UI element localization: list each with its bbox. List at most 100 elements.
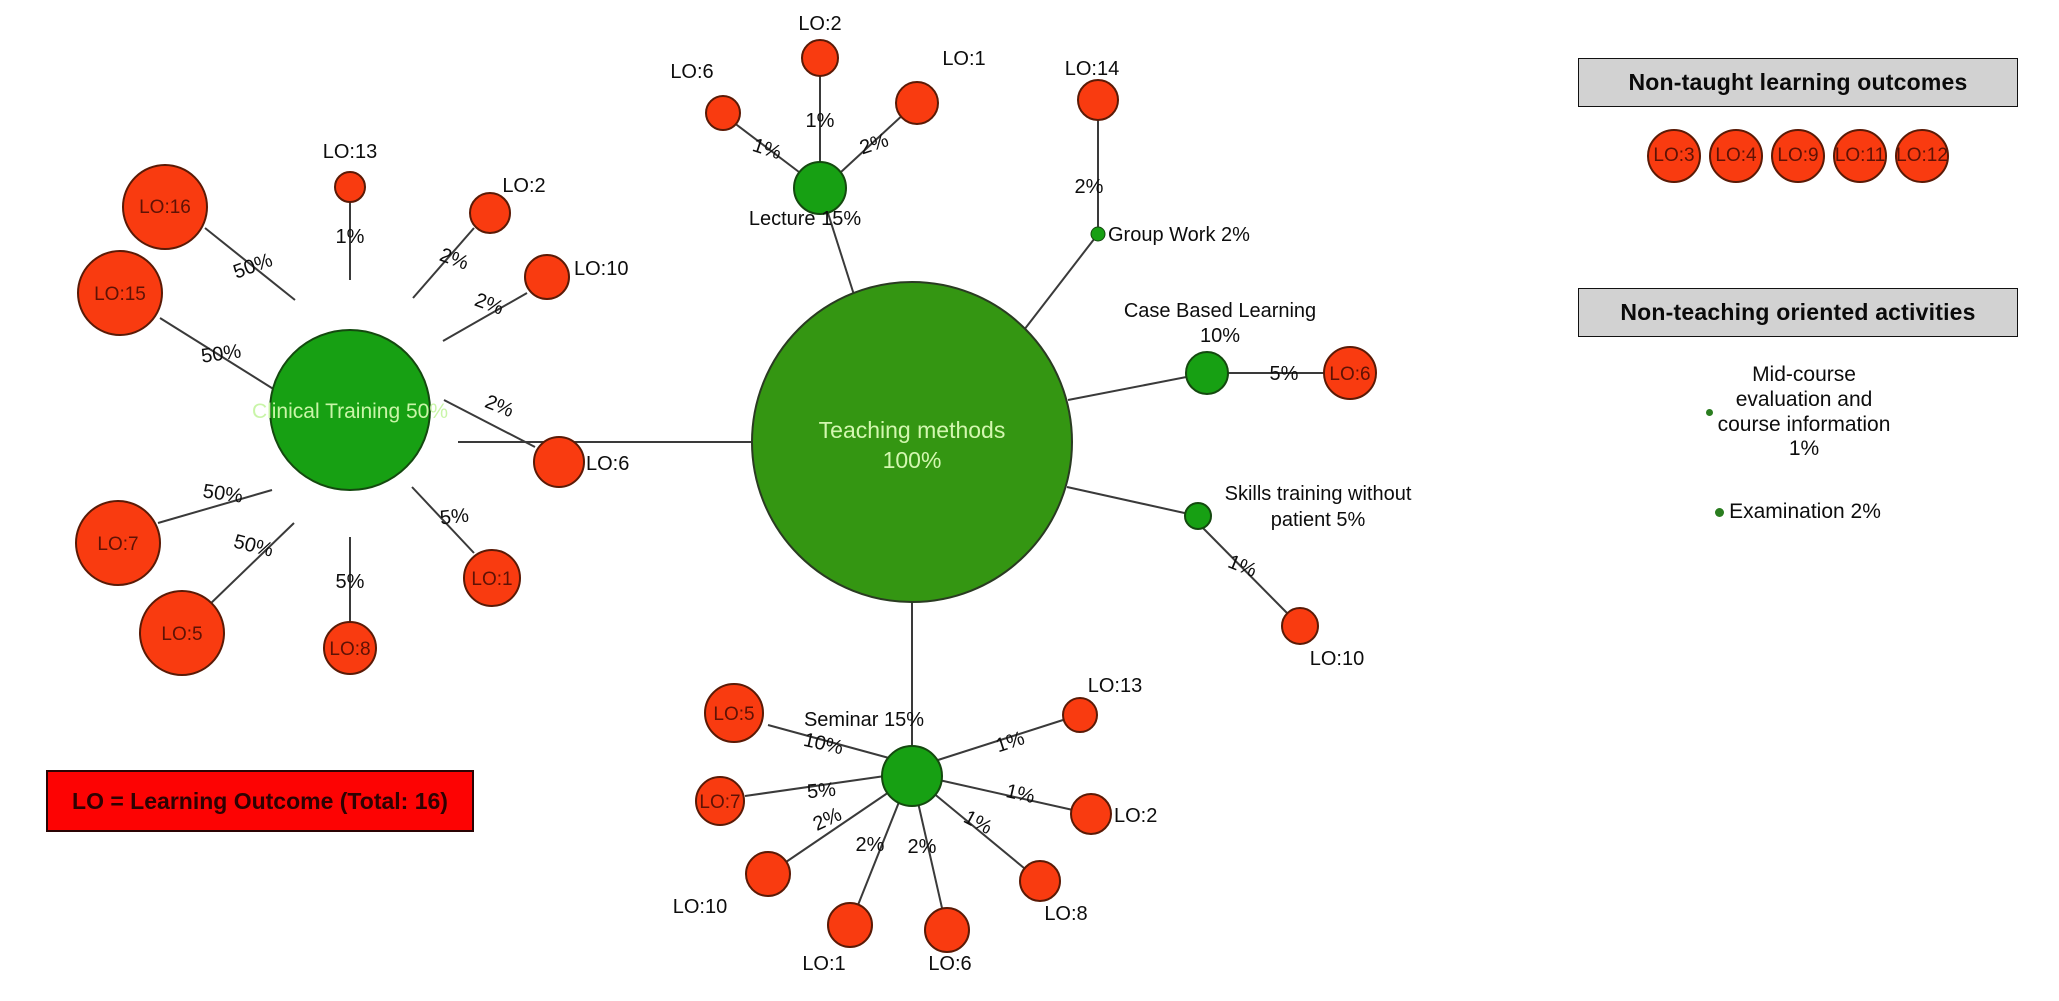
cluster-group-work: LO:14 2% Group Work 2% [1065, 58, 1250, 246]
node-lo5[interactable] [139, 590, 225, 676]
node-lecture-lo6[interactable] [705, 95, 741, 131]
pct-clinical-lo15: 50% [200, 340, 243, 367]
node-lecture-lo2[interactable] [801, 39, 839, 77]
label-case-hub-line1: Case Based Learning [1124, 300, 1316, 322]
node-lo6[interactable] [533, 436, 585, 488]
node-groupwork-hub[interactable] [1090, 226, 1106, 242]
pct-seminar-lo13: 1% [993, 727, 1027, 757]
node-lo10[interactable] [524, 254, 570, 300]
label-seminar-lo10: LO:10 [673, 896, 727, 918]
node-seminar-lo8[interactable] [1019, 860, 1061, 902]
edge-clinical-lo1 [411, 486, 475, 554]
edge-seminar-lo13 [937, 719, 1064, 761]
edge-clinical-lo15 [159, 317, 276, 391]
label-lo7: LO:7 [97, 534, 138, 555]
green-dot-icon [1705, 409, 1713, 417]
pct-seminar-lo7: 5% [806, 779, 837, 803]
edge-seminar-lo5 [767, 724, 890, 759]
edge-seminar-lo2 [938, 779, 1074, 811]
legend-lo-chip[interactable]: LO:4 [1709, 129, 1763, 184]
legend-lo-chip[interactable]: LO:9 [1771, 129, 1825, 184]
node-lo16[interactable] [122, 164, 208, 250]
node-lo13[interactable] [334, 171, 366, 203]
node-lecture-hub[interactable] [793, 161, 847, 215]
edge-clinical-lo16 [204, 227, 296, 301]
node-lo7[interactable] [75, 500, 161, 586]
label-seminar-lo7: LO:7 [699, 792, 740, 813]
label-teaching-methods-line1: Teaching methods [819, 417, 1006, 443]
legend-non-teaching-items: Mid-course evaluation and course informa… [1578, 363, 2018, 525]
pct-clinical-lo1: 5% [439, 505, 470, 530]
edge-clinical-lo10 [442, 292, 528, 342]
node-seminar-lo7[interactable] [695, 776, 745, 826]
node-seminar-lo5[interactable] [704, 683, 764, 743]
node-seminar-lo10[interactable] [745, 851, 791, 897]
pct-seminar-lo1: 2% [856, 834, 885, 856]
core-edges [458, 187, 1208, 754]
pct-lecture-lo1: 2% [857, 129, 891, 159]
label-case-lo6: LO:6 [1329, 364, 1370, 385]
node-groupwork-lo14[interactable] [1077, 79, 1119, 121]
node-case-lo6[interactable] [1323, 346, 1377, 400]
node-lo8[interactable] [323, 621, 377, 675]
edge-seminar-lo10 [785, 789, 893, 863]
node-teaching-methods[interactable] [751, 281, 1073, 603]
label-lecture-lo2: LO:2 [798, 13, 841, 35]
cluster-skills-training: LO:10 1% Skills training without patient… [1184, 483, 1412, 670]
label-seminar-lo2: LO:2 [1114, 805, 1157, 827]
pct-seminar-lo2: 1% [1004, 780, 1037, 808]
legend-non-taught-title: Non-taught learning outcomes [1578, 58, 2018, 108]
edge-core-case [1067, 372, 1208, 401]
node-skills-lo10[interactable] [1281, 607, 1319, 645]
node-seminar-lo13[interactable] [1062, 697, 1098, 733]
label-teaching-methods-line2: 100% [883, 447, 942, 473]
node-seminar-hub[interactable] [881, 745, 943, 807]
label-skills-hub-line1: Skills training without [1225, 483, 1412, 505]
edge-clinical-lo2 [412, 227, 475, 299]
node-skills-hub[interactable] [1184, 502, 1212, 530]
label-seminar-lo6: LO:6 [928, 953, 971, 975]
core-node-group: Teaching methods 100% [751, 281, 1073, 603]
edge-clinical-lo7 [157, 489, 273, 524]
edge-lecture-lo6 [732, 121, 800, 173]
label-lo2: LO:2 [502, 175, 545, 197]
edge-seminar-lo7 [744, 775, 886, 797]
pct-case-lo6: 5% [1270, 363, 1299, 385]
label-groupwork-lo14: LO:14 [1065, 58, 1119, 80]
label-clinical-training-hub: Clinical Training 50% [252, 400, 448, 423]
legend-non-taught: Non-taught learning outcomes LO:3 LO:4 L… [1578, 58, 2018, 184]
legend-lo-chip[interactable]: LO:11 [1833, 129, 1887, 184]
label-lo5: LO:5 [161, 624, 202, 645]
pct-seminar-lo10: 2% [810, 803, 846, 835]
node-seminar-lo1[interactable] [827, 902, 873, 948]
pct-seminar-lo6: 2% [908, 836, 937, 858]
node-lo15[interactable] [77, 250, 163, 336]
label-lo16: LO:16 [139, 197, 191, 218]
legend-activity-item[interactable]: Mid-course evaluation and course informa… [1578, 363, 2018, 462]
edge-seminar-lo8 [931, 791, 1025, 869]
pct-groupwork-lo14: 2% [1075, 176, 1104, 198]
label-lo6: LO:6 [586, 453, 629, 475]
legend-activity-item[interactable]: Examination 2% [1578, 500, 2018, 525]
label-skills-hub-line2: patient 5% [1271, 509, 1366, 531]
pct-skills-lo10: 1% [1225, 551, 1260, 582]
label-seminar-lo1: LO:1 [802, 953, 845, 975]
pct-clinical-lo6: 2% [482, 391, 517, 422]
pct-lecture-lo6: 1% [750, 134, 784, 164]
node-case-hub[interactable] [1185, 351, 1229, 395]
node-clinical-training-hub[interactable] [269, 329, 431, 491]
node-lo2[interactable] [469, 192, 511, 234]
edge-core-skills [1066, 486, 1199, 517]
label-case-hub-line2: 10% [1200, 325, 1240, 347]
node-lo1[interactable] [463, 549, 521, 607]
pct-clinical-lo13: 1% [336, 226, 365, 248]
legend-lo-chip[interactable]: LO:12 [1895, 129, 1949, 184]
legend-lo-chip[interactable]: LO:3 [1647, 129, 1701, 184]
node-lecture-lo1[interactable] [895, 81, 939, 125]
edge-seminar-lo6 [916, 797, 943, 909]
label-skills-lo10: LO:10 [1310, 648, 1364, 670]
node-seminar-lo6[interactable] [924, 907, 970, 953]
node-seminar-lo2[interactable] [1070, 793, 1112, 835]
label-lo13: LO:13 [323, 141, 377, 163]
